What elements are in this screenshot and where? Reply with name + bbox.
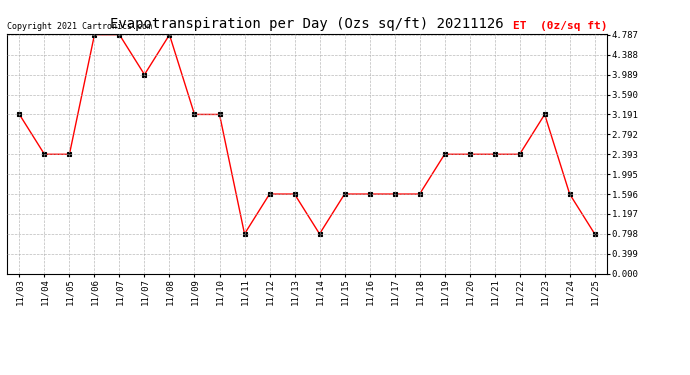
Title: Evapotranspiration per Day (Ozs sq/ft) 20211126: Evapotranspiration per Day (Ozs sq/ft) 2…: [110, 17, 504, 31]
Text: ET  (0z/sq ft): ET (0z/sq ft): [513, 21, 607, 32]
Text: Copyright 2021 Cartronics.com: Copyright 2021 Cartronics.com: [7, 22, 152, 32]
